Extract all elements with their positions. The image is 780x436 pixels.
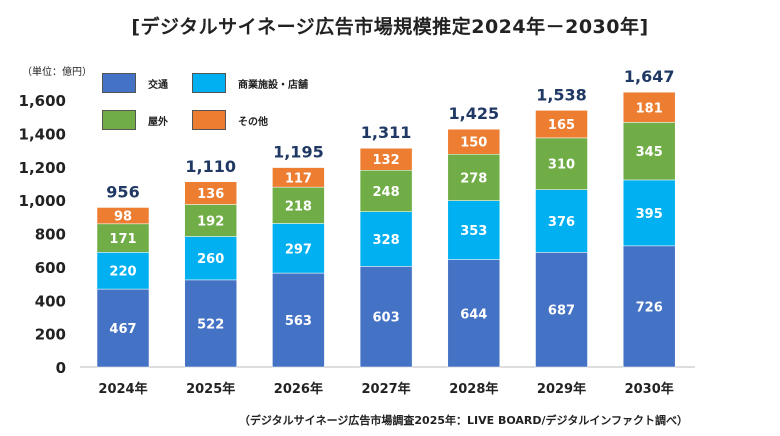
bar-segment — [184, 236, 237, 281]
bar-segment — [447, 259, 501, 368]
x-tick-label: 2027年 — [362, 381, 411, 397]
data-label: 248 — [373, 185, 400, 200]
bar-segment — [447, 200, 501, 260]
bar-segment — [96, 207, 150, 225]
total-label: 956 — [106, 182, 139, 201]
data-label: 353 — [460, 224, 487, 239]
data-label: 171 — [109, 232, 136, 247]
legend-swatch — [102, 110, 136, 130]
data-label: 165 — [548, 118, 575, 133]
data-label: 220 — [109, 265, 136, 280]
data-label: 644 — [460, 307, 487, 322]
data-label: 328 — [373, 233, 400, 248]
x-tick-label: 2024年 — [98, 381, 147, 397]
bar-segment — [622, 91, 676, 123]
bar-segment — [447, 128, 501, 155]
total-label: 1,311 — [361, 123, 412, 142]
legend-swatch — [192, 110, 226, 130]
y-tick-label: 0 — [56, 359, 66, 377]
bar-segment — [272, 223, 325, 274]
legend-label: 交通 — [148, 79, 168, 91]
bar-segment — [272, 272, 325, 368]
bar-segment — [272, 186, 325, 224]
legend-label: 商業施設・店舗 — [238, 79, 308, 91]
bar-segment — [184, 181, 237, 205]
legend-item-commercial: 商業施設・店舗 — [192, 73, 308, 93]
bar-segment — [447, 153, 501, 201]
chart-title: [デジタルサイネージ広告市場規模推定2024年－2030年] — [131, 16, 649, 38]
unit-label: （単位：億円） — [22, 67, 92, 78]
bar-segment — [359, 211, 413, 267]
bar-segment — [359, 147, 413, 171]
x-tick-label: 2026年 — [274, 381, 323, 397]
data-label: 726 — [636, 300, 663, 315]
total-label: 1,110 — [185, 157, 236, 176]
data-label: 297 — [285, 242, 312, 257]
bar-segment — [359, 266, 413, 368]
x-tick-label: 2029年 — [537, 381, 586, 397]
data-label: 181 — [636, 101, 663, 116]
data-label: 150 — [460, 136, 487, 151]
legend-label: その他 — [238, 116, 268, 128]
data-label: 603 — [373, 311, 400, 326]
data-label: 98 — [114, 210, 132, 225]
data-label: 117 — [285, 171, 312, 186]
data-label: 467 — [109, 322, 136, 337]
bar-segment — [622, 122, 676, 181]
data-label: 687 — [548, 304, 575, 319]
bar-segment — [535, 110, 588, 139]
y-tick-label: 1,000 — [19, 192, 66, 210]
data-label: 278 — [460, 171, 487, 186]
bar-segment — [184, 279, 237, 368]
legend-swatch — [192, 73, 226, 93]
legend-item-transport: 交通 — [102, 73, 168, 93]
y-tick-label: 1,600 — [19, 92, 66, 110]
data-label: 136 — [197, 187, 224, 202]
bar-segment — [535, 189, 588, 253]
bar-segment — [96, 288, 150, 368]
bar-segment — [272, 167, 325, 188]
data-label: 310 — [548, 158, 575, 173]
data-label: 192 — [197, 214, 224, 229]
source-note: （デジタルサイネージ広告市場調査2025年：LIVE BOARD/デジタルインフ… — [238, 414, 688, 427]
bar-segment — [622, 245, 676, 368]
legend-item-outdoor: 屋外 — [102, 110, 168, 130]
data-label: 132 — [373, 153, 400, 168]
total-label: 1,425 — [448, 104, 499, 123]
data-label: 522 — [197, 317, 224, 332]
y-tick-label: 1,400 — [19, 125, 66, 143]
total-label: 1,538 — [536, 85, 587, 104]
data-label: 376 — [548, 215, 575, 230]
x-tick-label: 2030年 — [625, 381, 674, 397]
total-label: 1,647 — [624, 67, 675, 86]
data-label: 395 — [636, 207, 663, 222]
y-tick-label: 1,200 — [19, 159, 66, 177]
data-label: 345 — [636, 145, 663, 160]
legend-swatch — [102, 73, 136, 93]
data-label: 218 — [285, 199, 312, 214]
x-tick-label: 2028年 — [449, 381, 498, 397]
data-label: 563 — [285, 314, 312, 329]
y-tick-label: 200 — [35, 326, 66, 344]
x-tick-label: 2025年 — [186, 381, 235, 397]
data-label: 260 — [197, 252, 224, 267]
y-tick-label: 600 — [35, 259, 66, 277]
total-label: 1,195 — [273, 143, 324, 162]
y-tick-label: 400 — [35, 292, 66, 310]
y-tick-label: 800 — [35, 226, 66, 244]
bar-segment — [535, 252, 588, 368]
bar-segment — [535, 137, 588, 190]
legend-item-other: その他 — [192, 110, 268, 130]
legend-label: 屋外 — [148, 116, 168, 128]
